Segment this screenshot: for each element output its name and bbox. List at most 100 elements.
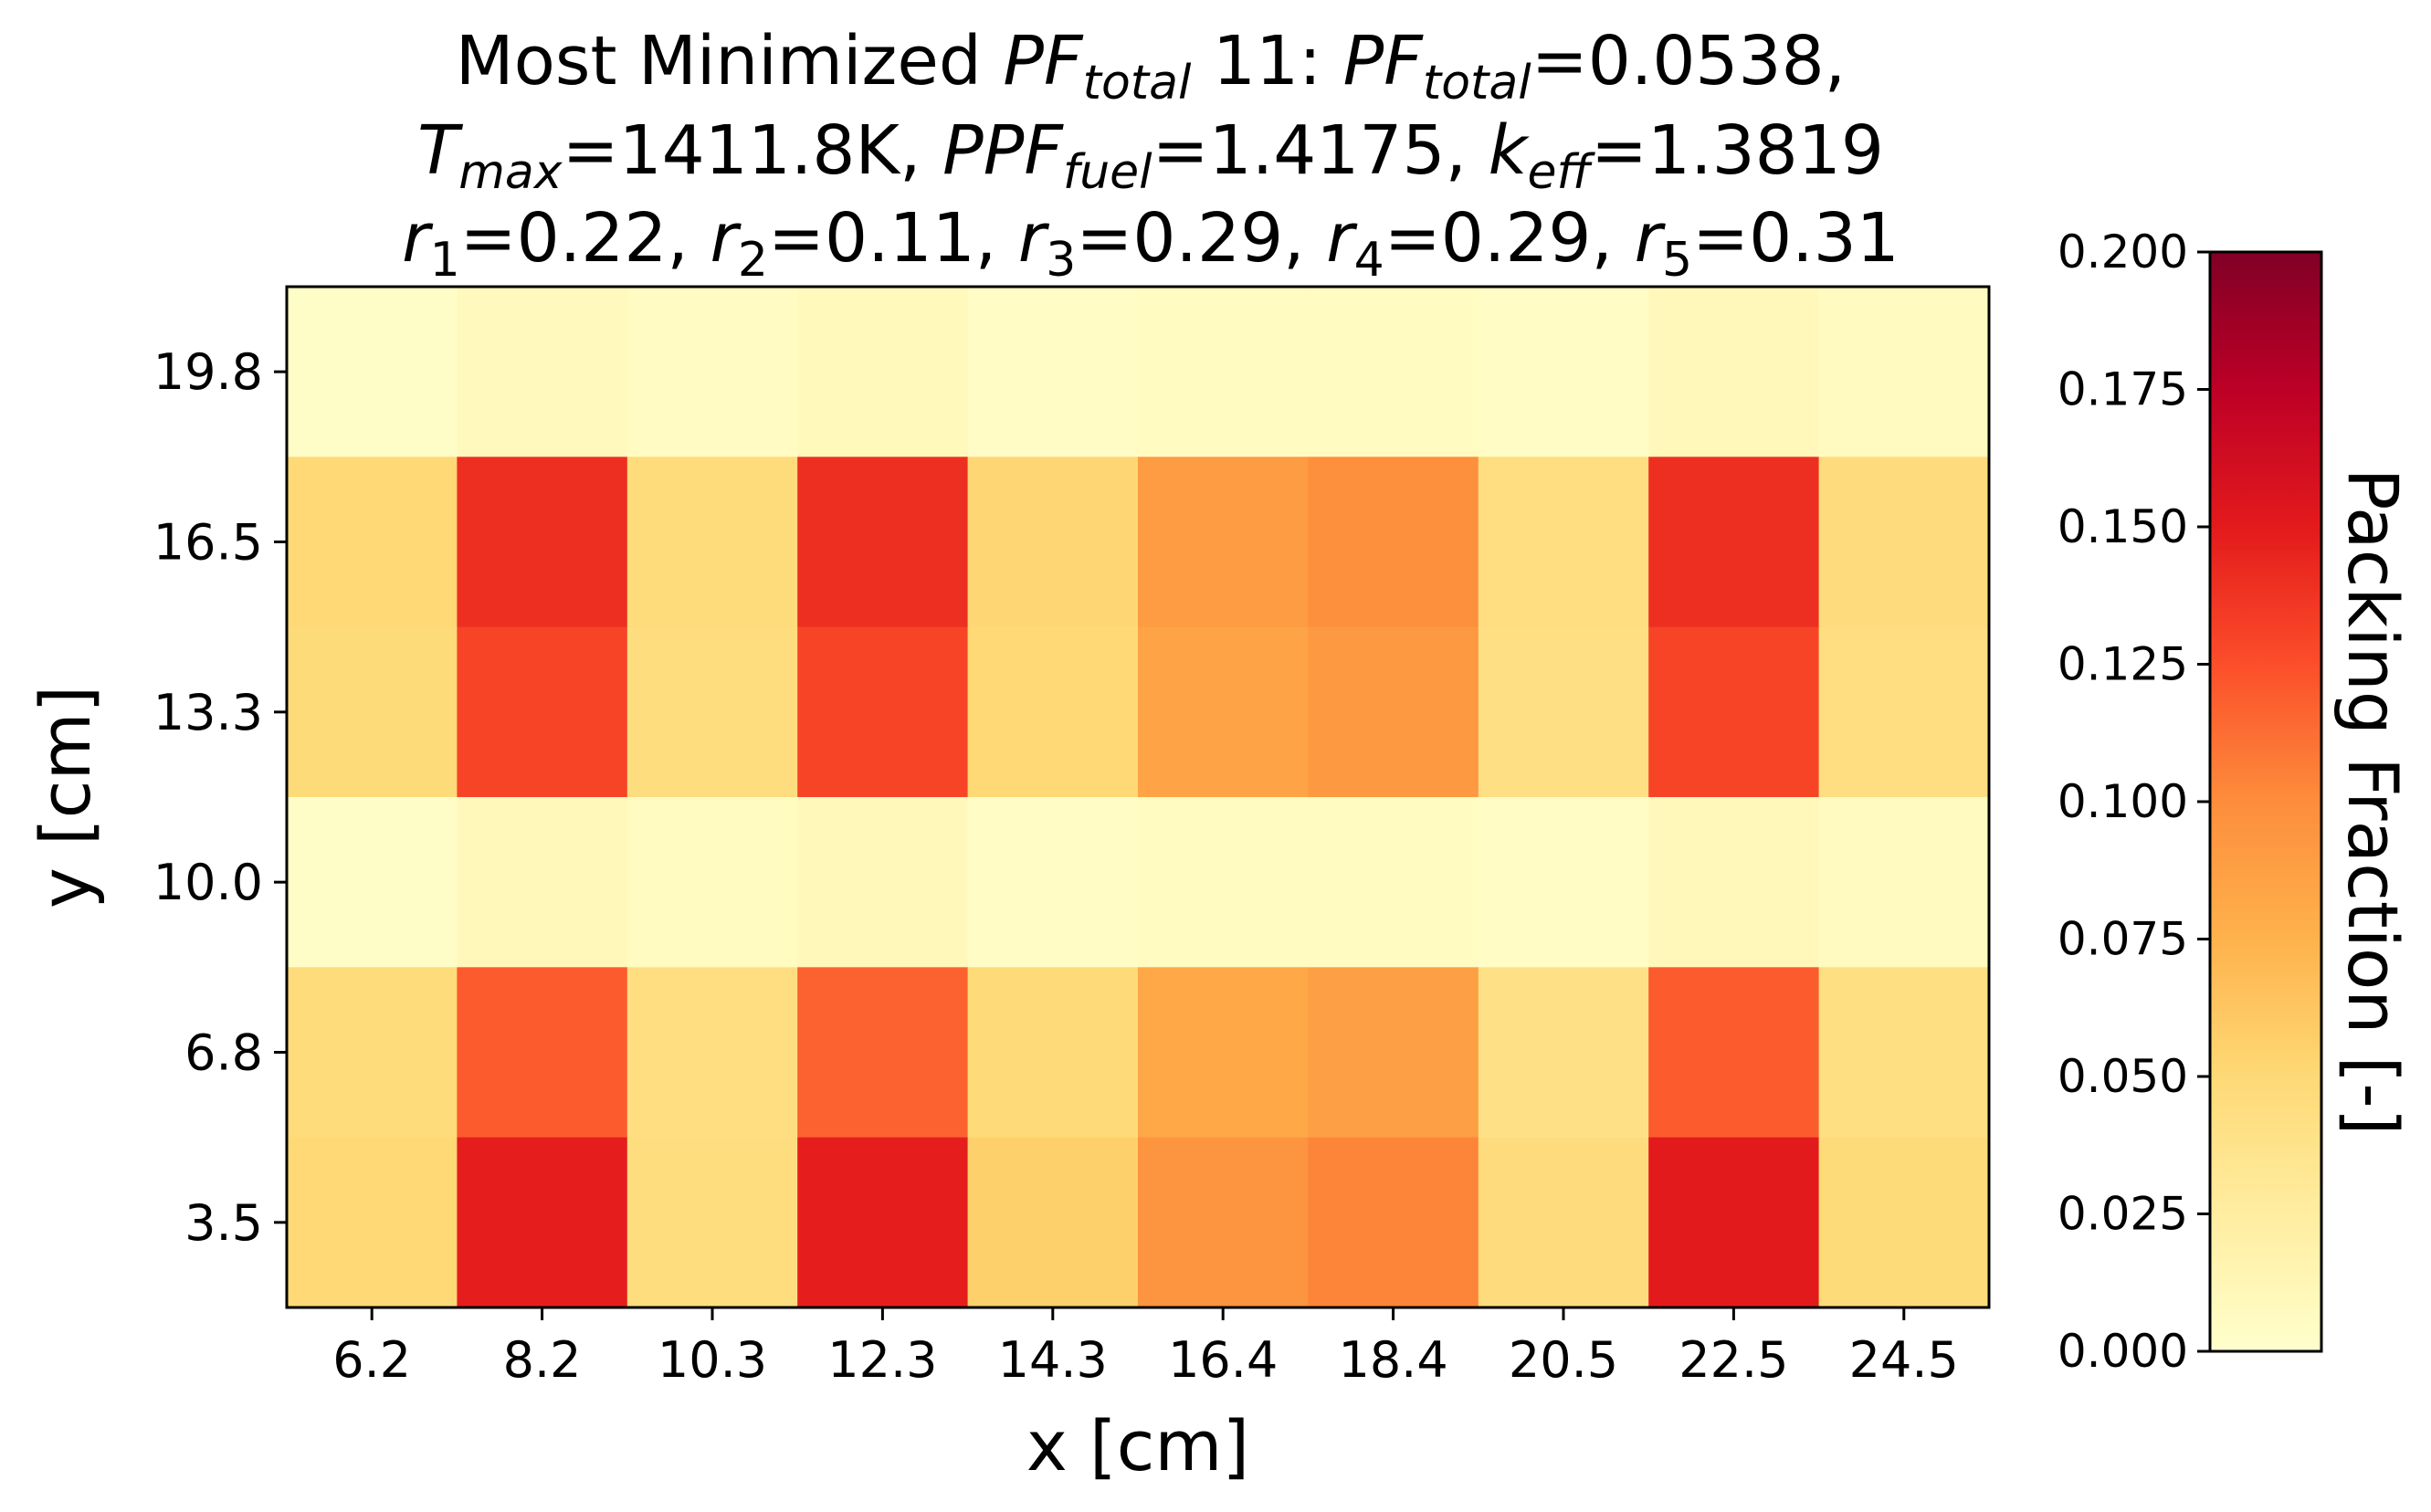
x-tick-label: 20.5 bbox=[1509, 1331, 1618, 1389]
x-axis-ticks: 6.2 8.2 10.3 12.3 14.3 16.4 18.4 20.5 22.5 24.5 bbox=[332, 1307, 1959, 1389]
y-tick-label: 19.8 bbox=[153, 343, 263, 401]
heatmap-cell bbox=[1308, 626, 1479, 798]
heatmap-cell bbox=[1818, 287, 1990, 457]
colorbar-tick-label: 0.000 bbox=[2057, 1325, 2188, 1378]
title-segment: =0.0538, bbox=[1531, 22, 1846, 100]
colorbar-ticks: 0.000 0.025 0.050 0.075 0.100 0.125 0.150 0.175… bbox=[2057, 226, 2210, 1378]
heatmap-cell bbox=[797, 797, 969, 968]
heatmap-cell bbox=[287, 287, 458, 457]
colorbar-gradient bbox=[2210, 252, 2321, 1351]
heatmap-cell bbox=[626, 457, 798, 628]
heatmap-cell bbox=[797, 967, 969, 1139]
x-tick-label: 10.3 bbox=[658, 1331, 767, 1389]
heatmap-cell bbox=[1138, 1137, 1309, 1308]
heatmap-cell bbox=[1648, 626, 1820, 798]
heatmap-cell bbox=[967, 626, 1139, 798]
title-segment: eff bbox=[1527, 145, 1595, 200]
title-segment: PPF bbox=[942, 111, 1064, 190]
title-segment: =0.31 bbox=[1692, 199, 1900, 278]
colorbar-tick-label: 0.200 bbox=[2057, 226, 2188, 278]
heatmap-cell bbox=[967, 797, 1139, 968]
heatmap-cell bbox=[1648, 967, 1820, 1139]
colorbar-tick-label: 0.175 bbox=[2057, 363, 2188, 416]
heatmap-cell bbox=[287, 457, 458, 628]
heatmap-cells bbox=[287, 287, 1990, 1308]
heatmap-cell bbox=[1818, 626, 1990, 798]
heatmap-cell bbox=[1818, 1137, 1990, 1308]
y-tick-label: 13.3 bbox=[153, 684, 263, 741]
colorbar-tick-label: 0.025 bbox=[2057, 1188, 2188, 1241]
title-segment: =1411.8K, bbox=[563, 111, 943, 190]
heatmap-cell bbox=[287, 797, 458, 968]
heatmap-cell bbox=[1648, 287, 1820, 457]
title-segment: =0.22, bbox=[460, 199, 710, 278]
heatmap-cell bbox=[1478, 287, 1649, 457]
colorbar: 0.000 0.025 0.050 0.075 0.100 0.125 0.150 0.175… bbox=[2057, 226, 2414, 1378]
title-segment: PF bbox=[1343, 22, 1425, 100]
heatmap-cell bbox=[1308, 287, 1479, 457]
heatmap-cell bbox=[1478, 1137, 1649, 1308]
title-segment: =0.29, bbox=[1384, 199, 1635, 278]
title-segment: total bbox=[1423, 56, 1531, 110]
title-segment: total bbox=[1083, 56, 1192, 110]
y-tick-label: 6.8 bbox=[184, 1024, 263, 1082]
colorbar-label: Packing Fraction [-] bbox=[2332, 468, 2414, 1136]
title-segment: =0.11, bbox=[768, 199, 1018, 278]
heatmap-cell bbox=[967, 1137, 1139, 1308]
x-tick-label: 22.5 bbox=[1679, 1331, 1788, 1389]
heatmap-cell bbox=[1138, 287, 1309, 457]
heatmap-cell bbox=[1478, 967, 1649, 1139]
colorbar-tick-label: 0.075 bbox=[2057, 913, 2188, 966]
colorbar-tick-label: 0.125 bbox=[2057, 638, 2188, 691]
y-tick-label: 10.0 bbox=[153, 854, 263, 911]
heatmap-cell bbox=[1138, 457, 1309, 628]
title-segment: T bbox=[417, 111, 464, 190]
y-tick-label: 16.5 bbox=[153, 514, 263, 572]
title-segment: 4 bbox=[1354, 233, 1384, 288]
title-segment: r bbox=[402, 199, 434, 278]
x-axis-label: x [cm] bbox=[1026, 1405, 1249, 1486]
title-segment: 5 bbox=[1662, 233, 1692, 288]
x-tick-label: 16.4 bbox=[1168, 1331, 1278, 1389]
x-tick-label: 14.3 bbox=[998, 1331, 1108, 1389]
heatmap-cell bbox=[797, 457, 969, 628]
heatmap-cell bbox=[457, 797, 628, 968]
title-segment: =0.29, bbox=[1076, 199, 1326, 278]
title-segment: 11: bbox=[1191, 22, 1342, 100]
heatmap-cell bbox=[457, 457, 628, 628]
heatmap-cell bbox=[626, 287, 798, 457]
chart-title: Most Minimized PFtotal 11: PFtotal=0.053… bbox=[402, 22, 1900, 288]
heatmap-cell bbox=[626, 967, 798, 1139]
heatmap-cell bbox=[1138, 797, 1309, 968]
heatmap-cell bbox=[967, 287, 1139, 457]
heatmap-cell bbox=[1138, 626, 1309, 798]
colorbar-tick-label: 0.050 bbox=[2057, 1050, 2188, 1103]
heatmap-cell bbox=[797, 1137, 969, 1308]
heatmap-cell bbox=[1818, 457, 1990, 628]
heatmap-cell bbox=[1648, 457, 1820, 628]
title-line-3: r1=0.22, r2=0.11, r3=0.29, r4=0.29, r5=0… bbox=[402, 199, 1900, 288]
title-segment: r bbox=[1635, 199, 1667, 278]
heatmap-cell bbox=[457, 287, 628, 457]
heatmap-cell bbox=[626, 626, 798, 798]
heatmap-cell bbox=[1308, 1137, 1479, 1308]
x-tick-label: 8.2 bbox=[503, 1331, 582, 1389]
title-segment: k bbox=[1489, 111, 1531, 190]
title-segment: Most Minimized bbox=[456, 22, 1004, 100]
heatmap-cell bbox=[457, 1137, 628, 1308]
colorbar-tick-label: 0.100 bbox=[2057, 775, 2188, 828]
heatmap-cell bbox=[287, 967, 458, 1139]
title-segment: 2 bbox=[738, 233, 768, 288]
y-axis-label: y [cm] bbox=[25, 686, 106, 908]
title-segment: max bbox=[458, 145, 563, 200]
heatmap-cell bbox=[1818, 967, 1990, 1139]
heatmap-cell bbox=[626, 1137, 798, 1308]
y-tick-label: 3.5 bbox=[184, 1194, 263, 1252]
heatmap-cell bbox=[287, 626, 458, 798]
heatmap-cell bbox=[1308, 797, 1479, 968]
plot-frame bbox=[285, 285, 1991, 1309]
x-tick-label: 18.4 bbox=[1338, 1331, 1447, 1389]
x-tick-label: 24.5 bbox=[1849, 1331, 1959, 1389]
